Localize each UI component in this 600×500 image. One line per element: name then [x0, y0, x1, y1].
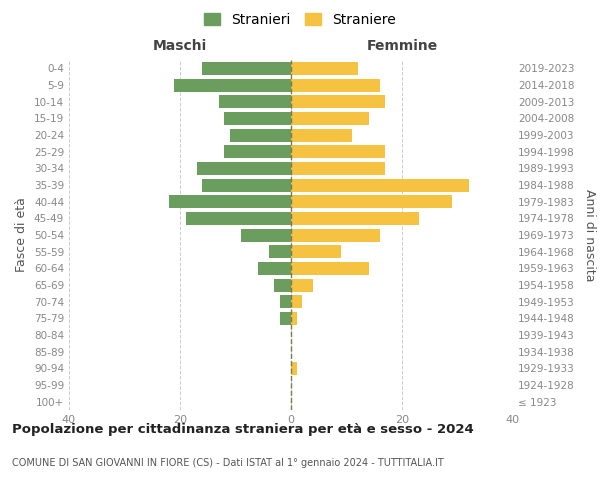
Bar	[280, 312, 291, 325]
Bar	[169, 195, 291, 208]
Bar	[185, 212, 291, 225]
Text: Maschi: Maschi	[153, 38, 207, 52]
Bar	[291, 195, 452, 208]
Bar	[241, 228, 291, 241]
Bar	[291, 62, 358, 75]
Bar	[291, 362, 296, 375]
Bar	[219, 95, 291, 108]
Bar	[291, 212, 419, 225]
Bar	[280, 295, 291, 308]
Bar	[202, 62, 291, 75]
Bar	[291, 112, 369, 125]
Legend: Stranieri, Straniere: Stranieri, Straniere	[198, 7, 402, 32]
Bar	[291, 78, 380, 92]
Bar	[269, 245, 291, 258]
Bar	[197, 162, 291, 175]
Bar	[291, 178, 469, 192]
Bar	[291, 95, 385, 108]
Bar	[230, 128, 291, 141]
Text: COMUNE DI SAN GIOVANNI IN FIORE (CS) - Dati ISTAT al 1° gennaio 2024 - TUTTITALI: COMUNE DI SAN GIOVANNI IN FIORE (CS) - D…	[12, 458, 444, 468]
Bar	[291, 262, 369, 275]
Text: Popolazione per cittadinanza straniera per età e sesso - 2024: Popolazione per cittadinanza straniera p…	[12, 422, 474, 436]
Text: Femmine: Femmine	[367, 38, 437, 52]
Bar	[291, 245, 341, 258]
Bar	[291, 145, 385, 158]
Bar	[274, 278, 291, 291]
Bar	[224, 112, 291, 125]
Bar	[291, 128, 352, 141]
Bar	[291, 295, 302, 308]
Bar	[291, 312, 296, 325]
Y-axis label: Fasce di età: Fasce di età	[16, 198, 28, 272]
Bar	[258, 262, 291, 275]
Bar	[202, 178, 291, 192]
Bar	[291, 278, 313, 291]
Bar	[291, 162, 385, 175]
Bar	[224, 145, 291, 158]
Bar	[291, 228, 380, 241]
Bar	[175, 78, 291, 92]
Y-axis label: Anni di nascita: Anni di nascita	[583, 188, 596, 281]
